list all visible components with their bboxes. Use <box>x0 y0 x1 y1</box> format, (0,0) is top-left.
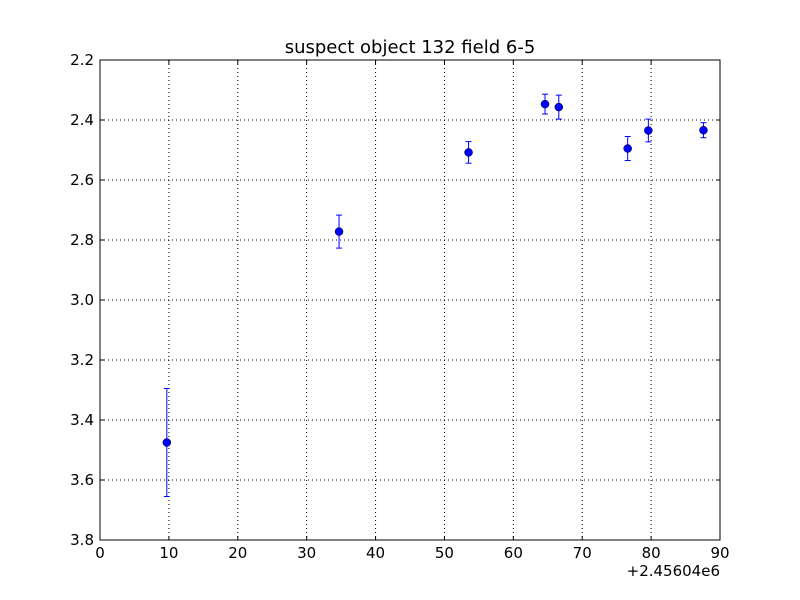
axis-ticks <box>99 59 721 541</box>
x-offset-label: +2.45604e6 <box>627 562 720 580</box>
data-point <box>464 148 473 157</box>
x-tick-labels: 0 10 20 30 40 50 60 70 80 90 <box>95 544 729 562</box>
data-points <box>162 99 708 447</box>
data-point <box>554 102 564 112</box>
x-tick-label: 20 <box>228 544 247 562</box>
x-tick-label: 70 <box>573 544 592 562</box>
y-tick-labels: 2.2 2.4 2.6 2.8 3.0 3.2 3.4 3.6 3.8 <box>70 51 94 549</box>
y-tick-label: 2.4 <box>70 111 94 129</box>
data-point <box>540 99 550 109</box>
y-tick-label: 3.8 <box>70 531 94 549</box>
x-tick-label: 80 <box>642 544 661 562</box>
chart-title: suspect object 132 field 6-5 <box>285 37 536 58</box>
data-point <box>623 144 632 153</box>
y-tick-label: 2.8 <box>70 231 94 249</box>
x-tick-label: 60 <box>504 544 523 562</box>
y-tick-label: 2.6 <box>70 171 94 189</box>
x-tick-label: 30 <box>297 544 316 562</box>
x-tick-label: 50 <box>435 544 454 562</box>
data-point <box>699 125 708 135</box>
x-tick-label: 40 <box>366 544 385 562</box>
x-tick-label: 90 <box>710 544 729 562</box>
y-tick-label: 3.6 <box>70 471 94 489</box>
y-tick-label: 3.2 <box>70 351 94 369</box>
y-tick-label: 3.4 <box>70 411 94 429</box>
grid <box>100 60 720 540</box>
y-tick-label: 3.0 <box>70 291 94 309</box>
data-point <box>162 438 172 447</box>
data-point <box>334 227 344 236</box>
data-point <box>644 126 653 135</box>
x-tick-label: 0 <box>95 544 105 562</box>
x-tick-label: 10 <box>159 544 178 562</box>
y-tick-label: 2.2 <box>70 51 94 69</box>
